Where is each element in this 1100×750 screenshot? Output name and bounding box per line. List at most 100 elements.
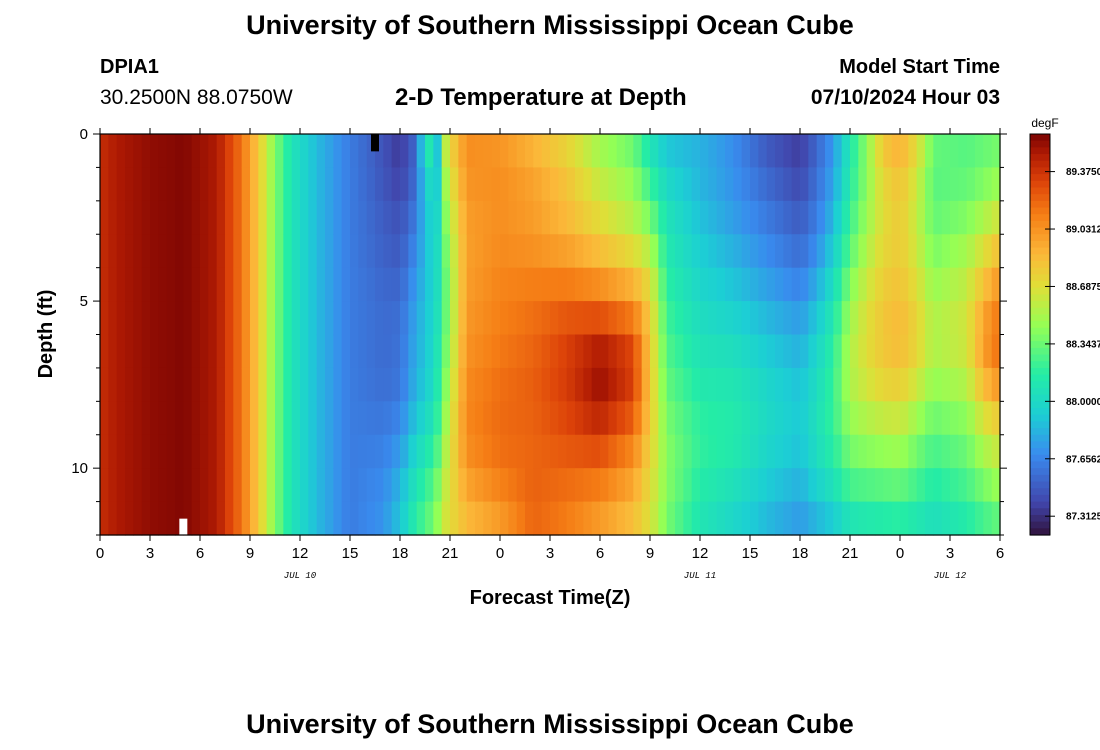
- heatmap-cell: [575, 167, 584, 202]
- heatmap-cell: [283, 334, 293, 369]
- heatmap-cell: [366, 334, 376, 369]
- heatmap-cell: [883, 267, 893, 302]
- heatmap-cell: [125, 200, 134, 235]
- heatmap-cell: [191, 434, 201, 469]
- heatmap-cell: [300, 468, 309, 503]
- heatmap-cell: [983, 434, 993, 469]
- heatmap-cell: [733, 234, 743, 269]
- heatmap-cell: [133, 301, 143, 336]
- heatmap-cell: [958, 167, 968, 202]
- heatmap-cell: [533, 134, 543, 169]
- heatmap-cell: [600, 301, 609, 336]
- heatmap-cell: [541, 468, 551, 503]
- heatmap-cell: [508, 267, 518, 302]
- heatmap-cell: [958, 367, 968, 402]
- heatmap-cell: [566, 134, 576, 169]
- heatmap-cell: [750, 367, 759, 402]
- heatmap-cell: [266, 167, 276, 202]
- heatmap-cell: [791, 501, 801, 536]
- heatmap-cell: [258, 167, 268, 202]
- heatmap-cell: [975, 468, 984, 503]
- heatmap-cell: [341, 200, 351, 235]
- heatmap-cell: [350, 468, 359, 503]
- heatmap-cell: [441, 134, 451, 169]
- colorbar-tick-label: 89.3750: [1066, 167, 1100, 178]
- heatmap-cell: [400, 401, 409, 436]
- heatmap-cell: [941, 334, 951, 369]
- heatmap-cell: [916, 401, 926, 436]
- heatmap-cell: [350, 401, 359, 436]
- heatmap-cell: [700, 301, 709, 336]
- heatmap-cell: [891, 134, 901, 169]
- heatmap-cell: [516, 234, 526, 269]
- colorbar-segment: [1030, 361, 1050, 369]
- heatmap-cell: [133, 134, 143, 169]
- heatmap-cell: [475, 234, 484, 269]
- heatmap-cell: [558, 234, 568, 269]
- heatmap-cell: [458, 401, 468, 436]
- heatmap-cell: [150, 367, 159, 402]
- heatmap-cell: [691, 468, 701, 503]
- heatmap-cell: [641, 434, 651, 469]
- heatmap-cell: [483, 501, 493, 536]
- heatmap-cell: [141, 301, 151, 336]
- heatmap-cell: [608, 401, 618, 436]
- heatmap-cell: [841, 301, 851, 336]
- heatmap-cell: [691, 134, 701, 169]
- heatmap-cell: [741, 468, 751, 503]
- x-axis: 0 3 6 9 12 15 18 21 0 3 6 9 12 15 18 21 0 3 6 JUL 10 JUL 11 J…: [96, 128, 1004, 581]
- x-tick-label: 3: [546, 545, 554, 562]
- heatmap-cell: [916, 267, 926, 302]
- x-tick-label: 3: [946, 545, 954, 562]
- heatmap-cell: [291, 401, 301, 436]
- colorbar-segment: [1030, 414, 1050, 422]
- heatmap-cell: [400, 234, 409, 269]
- heatmap-cell: [191, 334, 201, 369]
- heatmap-cell: [891, 167, 901, 202]
- heatmap-cell: [491, 200, 501, 235]
- heatmap-cell: [666, 401, 676, 436]
- heatmap-cell: [558, 401, 568, 436]
- heatmap-cell: [208, 167, 218, 202]
- heatmap-cell: [650, 434, 659, 469]
- heatmap-cell: [391, 367, 401, 402]
- heatmap-cell: [300, 134, 309, 169]
- heatmap-cell: [125, 301, 134, 336]
- heatmap-cell: [908, 301, 918, 336]
- heatmap-cell: [500, 367, 509, 402]
- heatmap-cell: [800, 334, 809, 369]
- heatmap-cell: [841, 468, 851, 503]
- heatmap-cell: [683, 334, 693, 369]
- heatmap-cell: [950, 200, 959, 235]
- heatmap-cell: [383, 501, 393, 536]
- heatmap-cell: [341, 401, 351, 436]
- heatmap-cell: [183, 501, 193, 536]
- colorbar-segment: [1030, 267, 1050, 275]
- heatmap-cell: [675, 301, 684, 336]
- heatmap-cell: [658, 200, 668, 235]
- heatmap-cell: [450, 200, 459, 235]
- heatmap-cell: [250, 234, 259, 269]
- heatmap-cell: [550, 401, 559, 436]
- heatmap-cell: [741, 367, 751, 402]
- heatmap-cell: [433, 468, 443, 503]
- colorbar-segment: [1030, 468, 1050, 476]
- heatmap-cell: [425, 167, 434, 202]
- heatmap-cell: [508, 401, 518, 436]
- heatmap-cell: [891, 267, 901, 302]
- heatmap-cell: [266, 267, 276, 302]
- heatmap-cell: [333, 501, 343, 536]
- colorbar-segment: [1030, 408, 1050, 416]
- heatmap-cell: [325, 501, 334, 536]
- heatmap-cell: [425, 434, 434, 469]
- heatmap-cell: [483, 134, 493, 169]
- heatmap-cell: [541, 434, 551, 469]
- heatmap-cell: [475, 367, 484, 402]
- heatmap-cell: [658, 401, 668, 436]
- heatmap-cell: [966, 301, 976, 336]
- heatmap-cell: [125, 234, 134, 269]
- heatmap-cell: [425, 468, 434, 503]
- heatmap-cell: [716, 134, 726, 169]
- model-start-value: 07/10/2024 Hour 03: [810, 86, 1000, 109]
- heatmap-cell: [491, 501, 501, 536]
